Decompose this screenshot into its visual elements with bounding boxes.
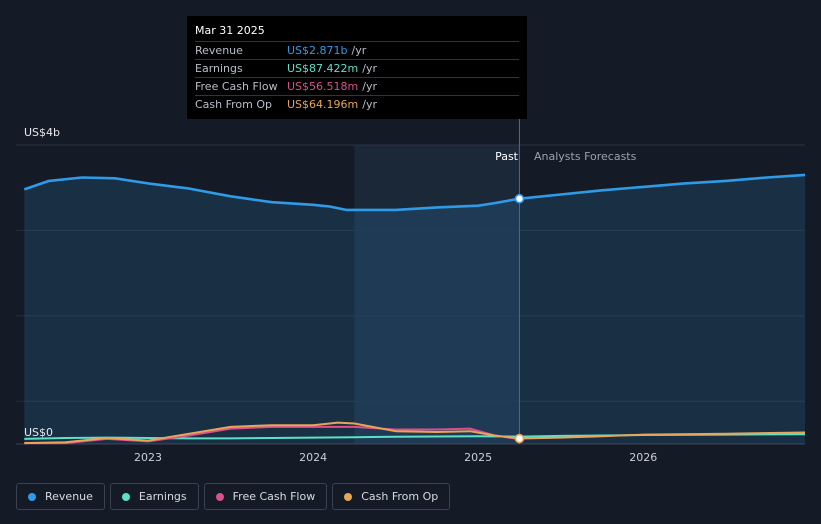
tooltip-label: Revenue xyxy=(195,44,243,57)
legend-label: Earnings xyxy=(138,490,187,503)
tooltip-value: US$87.422m xyxy=(287,62,359,75)
legend-label: Revenue xyxy=(45,490,93,503)
forecast-label: Analysts Forecasts xyxy=(534,150,637,163)
legend-dot-icon xyxy=(121,492,130,501)
tooltip-row: Revenue US$2.871b/yr xyxy=(195,41,519,59)
legend-item-revenue[interactable]: Revenue xyxy=(16,483,105,510)
tooltip-label: Free Cash Flow xyxy=(195,80,278,93)
revenue-forecast-area xyxy=(519,174,805,444)
legend-item-earnings[interactable]: Earnings xyxy=(109,483,199,510)
legend-label: Cash From Op xyxy=(361,490,439,503)
legend-dot-icon xyxy=(344,492,353,501)
cash-from-op-forecast-line xyxy=(519,431,806,440)
marker-cash-from-op xyxy=(514,433,525,444)
tooltip-row: Free Cash Flow US$56.518m/yr xyxy=(195,77,519,95)
tooltip-value: US$2.871b xyxy=(287,44,348,57)
cash-from-op-line xyxy=(24,421,520,445)
revenue-forecast-line xyxy=(519,173,806,200)
revenue-line xyxy=(23,176,520,212)
tooltip-row: Cash From Op US$64.196m/yr xyxy=(195,95,519,113)
tooltip-unit: /yr xyxy=(362,98,377,111)
legend: Revenue Earnings Free Cash Flow Cash From O… xyxy=(16,483,451,510)
tooltip-date: Mar 31 2025 xyxy=(195,24,265,37)
tooltip-unit: /yr xyxy=(362,62,377,75)
tooltip-row: Earnings US$87.422m/yr xyxy=(195,59,519,77)
legend-item-cash-from-op[interactable]: Cash From Op xyxy=(332,483,451,510)
legend-item-free-cash-flow[interactable]: Free Cash Flow xyxy=(203,483,328,510)
past-region xyxy=(354,145,520,444)
y-axis-label-bottom: US$0 xyxy=(24,426,53,439)
tooltip-unit: /yr xyxy=(362,80,377,93)
tooltip-value: US$64.196m xyxy=(287,98,359,111)
legend-label: Free Cash Flow xyxy=(232,490,316,503)
x-tick-label: 2026 xyxy=(629,451,657,464)
revenue-area xyxy=(24,177,520,444)
legend-dot-icon xyxy=(28,492,36,501)
tooltip-unit: /yr xyxy=(351,44,367,57)
past-label: Past xyxy=(495,150,519,163)
legend-dot-icon xyxy=(215,492,224,501)
marker-revenue xyxy=(514,193,525,204)
x-tick-label: 2025 xyxy=(464,451,492,464)
tooltip-label: Earnings xyxy=(195,62,243,75)
tooltip: Mar 31 2025 Revenue US$2.871b/yr Earnings U… xyxy=(187,16,527,119)
tooltip-label: Cash From Op xyxy=(195,98,273,111)
y-axis-label-top: US$4b xyxy=(24,126,60,139)
tooltip-value: US$56.518m xyxy=(287,80,359,93)
x-tick-label: 2023 xyxy=(134,451,162,464)
x-tick-label: 2024 xyxy=(299,451,327,464)
